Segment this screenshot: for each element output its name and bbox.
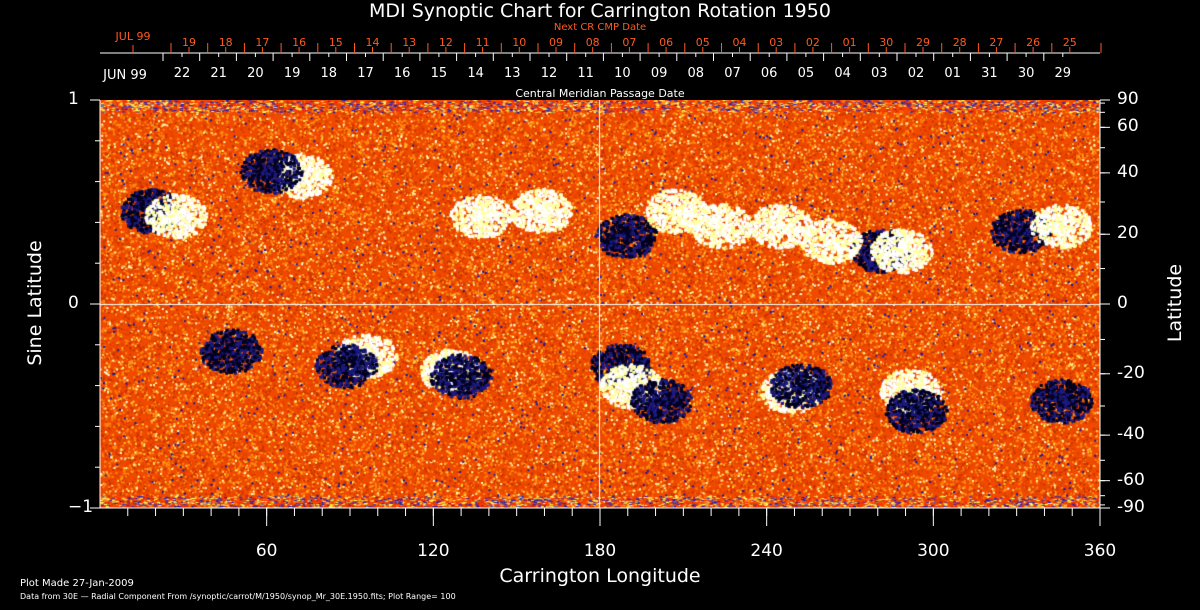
cmp-date-label: 29 (1054, 66, 1072, 81)
right-y-tick-label: -20 (1117, 362, 1145, 383)
next-cr-date-label: 06 (659, 36, 674, 49)
cmp-date-label: 13 (504, 66, 521, 81)
next-cr-date-label: 15 (328, 36, 343, 49)
cmp-date-label: 10 (614, 66, 631, 81)
next-cr-date-label: 08 (585, 36, 600, 49)
next-cr-date-label: 16 (292, 36, 307, 49)
y-axis-title-left: Sine Latitude (24, 240, 46, 366)
cmp-date-label: 08 (687, 66, 705, 81)
cmp-month-label: JUN 99 (103, 68, 147, 83)
plot-made-text: Plot Made 27-Jan-2009 (20, 578, 134, 589)
right-y-tick-label: -40 (1117, 424, 1145, 445)
cmp-date-label: 15 (430, 66, 448, 81)
x-tick-label: 180 (583, 541, 617, 561)
cmp-date-label: 05 (797, 66, 815, 81)
next-cr-date-label: 14 (365, 36, 380, 49)
cmp-date-label: 11 (577, 66, 594, 81)
right-y-tick-label: 40 (1117, 161, 1139, 182)
next-cr-date-label: 09 (549, 36, 563, 49)
right-y-tick-label: 0 (1117, 293, 1128, 313)
x-tick-label: 300 (917, 541, 950, 561)
next-cr-date-label: 29 (916, 36, 930, 49)
y-axis-title-right: Latitude (1164, 263, 1186, 343)
right-y-tick-label: -90 (1117, 497, 1145, 517)
next-cr-date-label: 27 (989, 36, 1004, 49)
x-tick-label: 360 (1083, 541, 1117, 561)
x-axis-title: Carrington Longitude (499, 565, 701, 587)
next-cr-date-label: 03 (769, 36, 784, 49)
next-cr-date-label: 10 (512, 36, 527, 49)
cmp-date-label: 22 (173, 66, 191, 81)
cmp-date-label: 02 (907, 66, 925, 81)
top-month-label: JUL 99 (115, 30, 151, 43)
cmp-date-label: 01 (944, 66, 961, 81)
right-y-tick-label: -60 (1117, 469, 1145, 490)
cmp-date-label: 09 (650, 66, 668, 81)
next-cr-date-label: 26 (1026, 36, 1041, 49)
next-cr-date-label: 11 (475, 36, 490, 49)
x-tick-label: 240 (750, 541, 783, 561)
next-cr-date-label: 28 (952, 36, 967, 49)
cmp-date-label: 07 (724, 66, 741, 81)
cmp-date-label: 16 (393, 66, 411, 81)
next-cr-date-label: 19 (182, 36, 196, 49)
cmp-date-label: 04 (834, 66, 851, 81)
x-tick-label: 60 (255, 541, 278, 561)
next-cr-date-label: 04 (732, 36, 747, 49)
next-cr-date-label: 13 (402, 36, 417, 49)
next-cr-date-label: 05 (695, 36, 710, 49)
next-cr-date-label: 25 (1062, 36, 1077, 49)
data-source-text: Data from 30E — Radial Component From /s… (20, 592, 456, 601)
right-y-tick-label: 60 (1117, 116, 1139, 137)
left-y-tick-label: 0 (68, 293, 79, 313)
next-cr-date-label: 18 (218, 36, 233, 49)
next-cr-date-label: 30 (879, 36, 894, 49)
chart-title: MDI Synoptic Chart for Carrington Rotati… (369, 0, 831, 22)
cmp-date-label: 14 (467, 66, 484, 81)
cmp-date-label: 12 (540, 66, 558, 81)
cmp-date-label: 18 (320, 66, 338, 81)
cmp-axis-title: Central Meridian Passage Date (515, 87, 685, 100)
right-y-tick-label: 20 (1117, 223, 1139, 244)
x-tick-label: 120 (417, 541, 450, 561)
cmp-date-label: 21 (210, 66, 227, 81)
cmp-date-label: 03 (871, 66, 888, 81)
next-cr-date-label: 01 (842, 36, 857, 49)
next-cr-date-label: 12 (438, 36, 453, 49)
next-cr-date-label: 17 (255, 36, 270, 49)
cmp-date-label: 19 (283, 66, 301, 81)
cmp-date-label: 20 (247, 66, 264, 81)
cmp-date-label: 30 (1017, 66, 1035, 81)
next-cr-date-label: 07 (622, 36, 637, 49)
left-y-tick-label: −1 (68, 497, 94, 517)
magnetogram-map (100, 100, 1100, 508)
right-y-tick-label: 90 (1117, 89, 1139, 109)
cmp-date-label: 17 (357, 66, 374, 81)
cmp-date-label: 06 (760, 66, 778, 81)
next-cr-axis-title: Next CR CMP Date (553, 22, 647, 33)
cmp-date-label: 31 (981, 66, 998, 81)
left-y-tick-label: 1 (68, 89, 79, 109)
next-cr-date-label: 02 (805, 36, 820, 49)
